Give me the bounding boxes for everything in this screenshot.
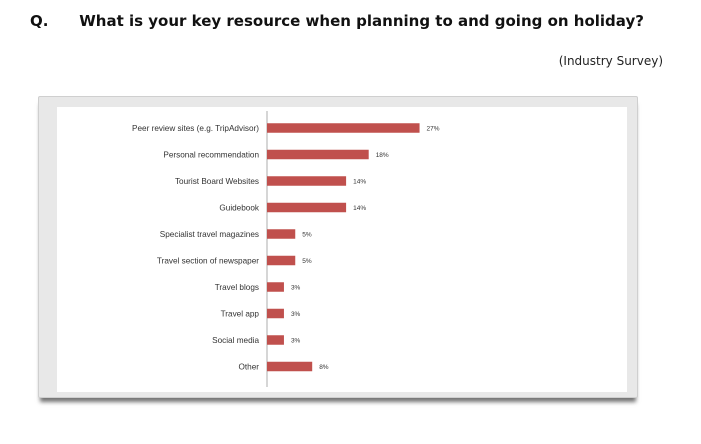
bar (267, 176, 347, 186)
question-heading: Q. What is your key resource when planni… (30, 12, 690, 30)
category-label: Social media (212, 336, 259, 345)
source-note: (Industry Survey) (558, 54, 663, 68)
chart-frame: Peer review sites (e.g. TripAdvisor) 27% P… (38, 96, 638, 398)
category-label: Travel section of newspaper (157, 257, 259, 266)
category-label: Travel app (221, 310, 260, 319)
category-label: Tourist Board Websites (175, 177, 259, 186)
category-label: Travel blogs (215, 283, 259, 292)
value-label: 14% (353, 179, 366, 186)
category-label: Guidebook (219, 204, 260, 213)
value-label: 3% (291, 311, 301, 318)
value-label: 5% (302, 232, 312, 239)
question-text: What is your key resource when planning … (79, 12, 644, 30)
category-label: Specialist travel magazines (160, 230, 259, 239)
bar (267, 229, 296, 239)
value-label: 27% (427, 126, 440, 133)
bar (267, 282, 284, 292)
bar-chart: Peer review sites (e.g. TripAdvisor) 27% P… (57, 107, 627, 392)
value-label: 18% (376, 152, 389, 159)
category-label: Personal recommendation (163, 151, 259, 160)
bar (267, 361, 313, 372)
bar (267, 308, 284, 319)
value-label: 3% (291, 338, 301, 345)
value-label: 8% (319, 364, 329, 371)
bar (267, 149, 369, 160)
bar (267, 255, 296, 266)
value-label: 5% (302, 258, 312, 265)
value-label: 3% (291, 285, 301, 292)
value-label: 14% (353, 205, 366, 212)
category-label: Peer review sites (e.g. TripAdvisor) (132, 124, 259, 133)
bar (267, 123, 420, 133)
bar (267, 335, 284, 345)
question-label: Q. (30, 12, 49, 30)
category-label: Other (239, 363, 260, 372)
bar (267, 202, 347, 213)
